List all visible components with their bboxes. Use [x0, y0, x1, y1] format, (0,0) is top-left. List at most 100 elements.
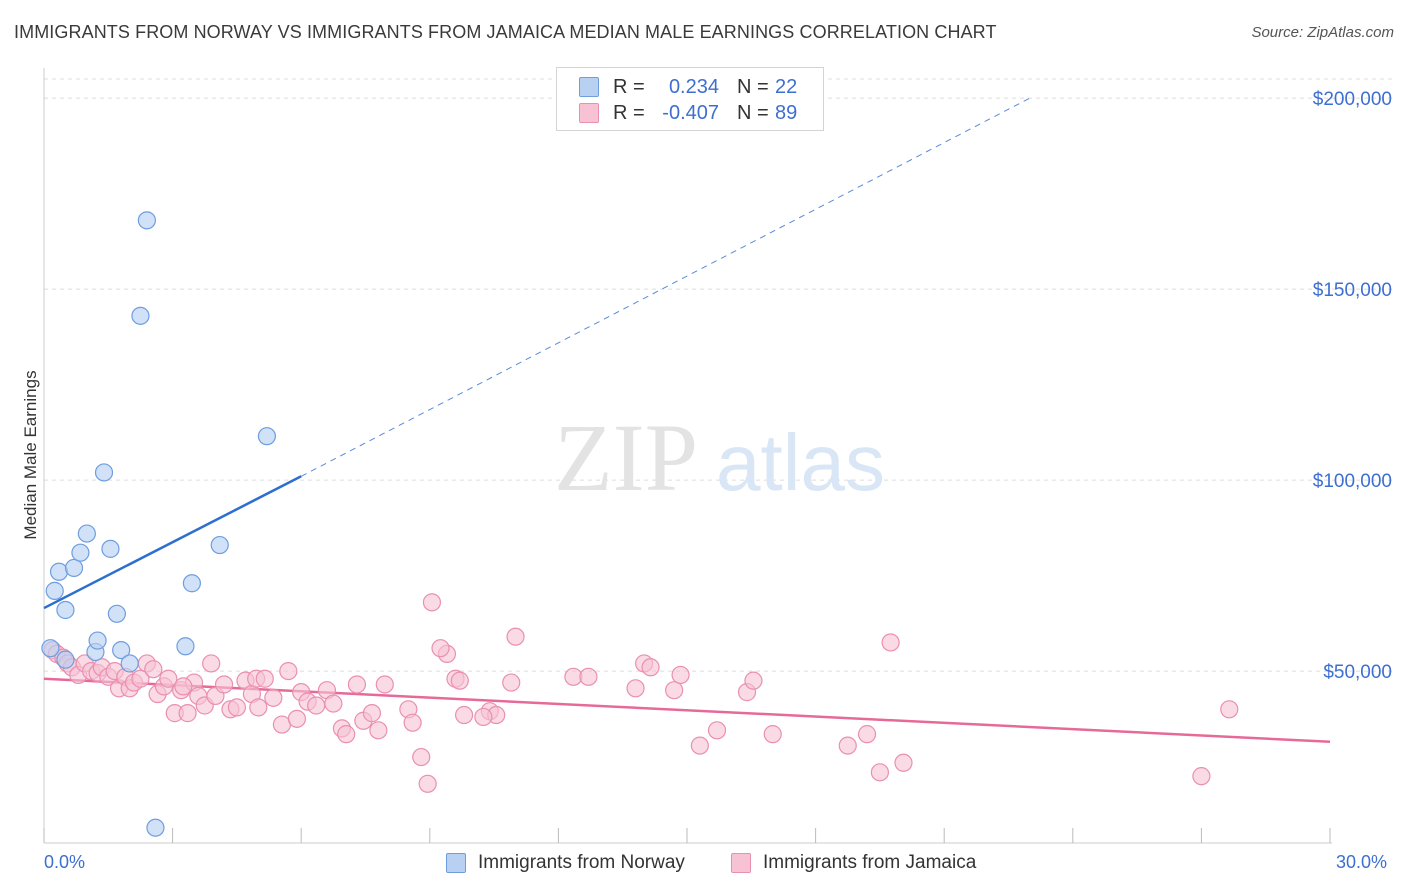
- watermark-atlas: atlas: [716, 418, 885, 507]
- jamaica-point: [131, 669, 150, 688]
- jamaica-point: [362, 704, 382, 723]
- norway-point: [56, 650, 75, 669]
- y-tick-label: $200,000: [1313, 89, 1392, 110]
- norway-point: [146, 818, 165, 837]
- correlation-legend: R = 0.234 N = 22 R = -0.407 N = 89: [556, 67, 824, 131]
- jamaica-point: [412, 747, 431, 767]
- norway-point: [210, 535, 229, 555]
- norway-trend-line: [43, 475, 302, 610]
- axes: [43, 68, 1332, 844]
- jamaica-point: [626, 679, 645, 698]
- norway-point: [137, 211, 156, 230]
- x-axis-min-label: 0.0%: [44, 852, 86, 872]
- jamaica-point: [178, 704, 197, 723]
- jamaica-point: [454, 705, 474, 725]
- jamaica-point: [159, 669, 178, 688]
- watermark-zip: ZIP: [554, 404, 698, 511]
- jamaica-point: [857, 725, 877, 744]
- norway-trend-extension: [300, 97, 1031, 477]
- norway-point: [49, 562, 69, 581]
- norway-points: [41, 211, 277, 837]
- norway-point: [77, 524, 96, 543]
- norway-point: [41, 639, 60, 658]
- jamaica-point: [671, 665, 690, 685]
- jamaica-point: [347, 675, 367, 694]
- jamaica-legend-label: Immigrants from Jamaica: [763, 852, 977, 873]
- norway-legend-label: Immigrants from Norway: [478, 852, 685, 873]
- norway-point: [94, 463, 114, 482]
- jamaica-point: [579, 667, 598, 686]
- norway-point: [88, 631, 107, 650]
- jamaica-point: [838, 736, 857, 755]
- norway-point: [56, 600, 75, 620]
- jamaica-point: [287, 709, 307, 728]
- jamaica-point: [707, 721, 727, 740]
- jamaica-swatch: [579, 103, 599, 123]
- legend-row-jamaica: R = -0.407 N = 89: [579, 100, 797, 126]
- source-credit: Source: ZipAtlas.com: [1251, 24, 1394, 41]
- chart-title: IMMIGRANTS FROM NORWAY VS IMMIGRANTS FRO…: [14, 22, 997, 42]
- norway-point: [182, 574, 201, 593]
- jamaica-points: [43, 593, 1239, 793]
- jamaica-point: [641, 658, 660, 677]
- jamaica-point: [474, 707, 493, 727]
- jamaica-point: [403, 713, 422, 732]
- jamaica-point: [255, 669, 274, 688]
- jamaica-point: [422, 593, 442, 612]
- y-tick-label: $50,000: [1323, 662, 1392, 683]
- jamaica-legend-swatch: [731, 853, 751, 873]
- n-value: 89: [775, 101, 798, 124]
- n-value: 22: [775, 75, 798, 98]
- jamaica-point: [506, 627, 525, 646]
- norway-swatch: [579, 77, 599, 97]
- norway-point: [71, 543, 90, 562]
- y-tick-label: $100,000: [1313, 471, 1392, 492]
- jamaica-point: [202, 654, 221, 673]
- norway-point: [176, 637, 195, 656]
- jamaica-point: [279, 661, 298, 681]
- bottom-legend-norway: Immigrants from Norway: [446, 852, 685, 874]
- jamaica-point: [337, 725, 356, 744]
- bottom-legend-jamaica: Immigrants from Jamaica: [731, 852, 976, 874]
- jamaica-point: [1220, 700, 1239, 719]
- jamaica-point: [690, 736, 709, 755]
- jamaica-point: [144, 660, 163, 679]
- grid-lines: [44, 78, 1396, 672]
- jamaica-point: [174, 677, 193, 696]
- jamaica-point: [375, 675, 394, 694]
- x-axis-max-label: 30.0%: [1336, 852, 1388, 872]
- jamaica-point: [307, 696, 326, 715]
- jamaica-point: [894, 753, 913, 772]
- y-tick-labels: $50,000 $100,000 $150,000 $200,000: [1313, 89, 1392, 683]
- y-axis-title: Median Male Earnings: [21, 370, 40, 540]
- norway-legend-swatch: [446, 853, 466, 873]
- jamaica-point: [369, 721, 388, 740]
- jamaica-point: [744, 671, 763, 690]
- jamaica-point: [264, 688, 283, 707]
- n-label: N =: [737, 75, 769, 98]
- jamaica-point: [665, 681, 684, 700]
- legend-row-norway: R = 0.234 N = 22: [579, 74, 797, 100]
- jamaica-point: [870, 763, 890, 782]
- jamaica-point: [227, 698, 246, 717]
- jamaica-point: [214, 675, 234, 694]
- jamaica-point: [881, 633, 900, 652]
- n-label: N =: [737, 101, 769, 124]
- norway-point: [101, 539, 120, 558]
- norway-point: [107, 604, 126, 623]
- r-label: R =: [613, 75, 645, 98]
- r-label: R =: [613, 101, 645, 124]
- norway-point: [45, 581, 64, 600]
- r-value: -0.407: [662, 101, 719, 124]
- norway-point: [112, 640, 131, 660]
- jamaica-point: [324, 694, 343, 713]
- jamaica-point: [763, 725, 782, 744]
- r-value: 0.234: [668, 75, 719, 98]
- y-tick-label: $150,000: [1313, 280, 1392, 301]
- norway-point: [257, 427, 277, 446]
- norway-point: [64, 558, 84, 578]
- jamaica-point: [418, 774, 437, 793]
- jamaica-point: [1192, 767, 1211, 786]
- norway-point: [131, 306, 150, 325]
